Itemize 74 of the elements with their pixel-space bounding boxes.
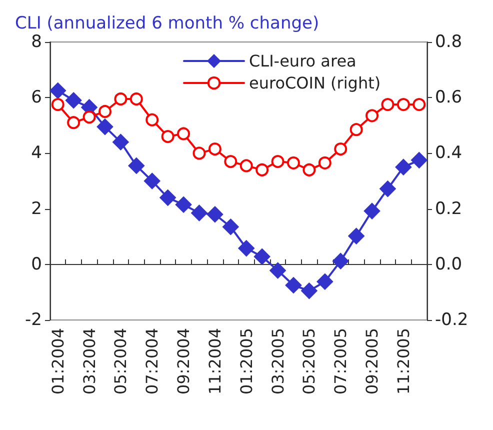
- point: [82, 110, 96, 124]
- y2-tick-label: -0.2: [435, 310, 468, 330]
- y2-tick-label: 0.4: [435, 143, 462, 164]
- point: [366, 109, 379, 122]
- y2-tick-label: 0.6: [435, 88, 462, 108]
- x-tick-label: 09:2005: [362, 328, 382, 394]
- point: [238, 240, 254, 256]
- point: [364, 203, 380, 220]
- point: [348, 228, 364, 244]
- y2-tick-label: 0.2: [435, 198, 462, 219]
- point: [96, 118, 113, 135]
- point: [270, 262, 286, 279]
- point: [67, 116, 80, 130]
- point: [395, 159, 412, 176]
- point: [130, 92, 143, 106]
- point: [411, 152, 428, 168]
- x-tick-label: 05:2004: [111, 328, 130, 394]
- point: [206, 206, 223, 222]
- point: [146, 113, 159, 126]
- point: [177, 127, 190, 140]
- y-tick-label: 6: [31, 88, 42, 108]
- point: [66, 92, 82, 108]
- x-tick-label: 01:2005: [236, 328, 256, 394]
- point: [50, 82, 66, 99]
- x-tick-label: 03:2005: [268, 328, 288, 394]
- point: [254, 248, 270, 265]
- point: [332, 253, 349, 270]
- x-tick-label: 07:2005: [331, 328, 350, 394]
- point: [161, 130, 174, 144]
- y2-tick-label: 0.0: [435, 254, 462, 274]
- x-tick-label: 03:2004: [80, 328, 99, 394]
- y-tick-label: 0: [31, 254, 42, 274]
- point: [114, 92, 128, 106]
- point: [318, 156, 332, 170]
- point: [350, 123, 363, 136]
- point: [334, 142, 348, 156]
- point: [396, 98, 410, 112]
- point: [286, 156, 300, 170]
- point: [380, 180, 396, 197]
- point: [51, 98, 64, 112]
- legend-label: CLI-euro area: [249, 52, 356, 70]
- point: [208, 142, 222, 156]
- y-tick-label: -2: [25, 310, 42, 330]
- point: [301, 282, 318, 299]
- x-tick-label: 07:2004: [142, 328, 162, 394]
- legend-label: euroCOIN (right): [249, 74, 381, 92]
- point: [224, 155, 238, 168]
- point: [271, 155, 284, 168]
- y-tick-label: 4: [31, 143, 42, 164]
- point: [160, 190, 176, 206]
- point: [412, 98, 426, 112]
- x-tick-label: 05:2005: [300, 328, 319, 394]
- point: [176, 196, 192, 213]
- point: [144, 173, 160, 189]
- point: [240, 159, 253, 172]
- point: [256, 163, 269, 176]
- point: [381, 98, 394, 112]
- y-tick-label: 8: [31, 32, 42, 52]
- chart-title: CLI (annualized 6 month % change): [15, 14, 320, 34]
- point: [302, 163, 316, 176]
- point: [112, 134, 129, 150]
- y-tick-label: 2: [31, 198, 42, 219]
- point: [128, 158, 144, 174]
- x-tick-label: 09:2004: [174, 328, 194, 394]
- y2-tick-label: 0.8: [435, 32, 462, 52]
- point: [285, 277, 302, 294]
- point: [316, 274, 333, 290]
- x-tick-label: 11:2005: [394, 328, 413, 394]
- point: [191, 204, 208, 221]
- point: [192, 146, 206, 160]
- point: [222, 218, 239, 235]
- x-tick-label: 01:2004: [48, 328, 68, 394]
- point: [98, 105, 112, 118]
- x-tick-label: 11:2004: [205, 328, 224, 394]
